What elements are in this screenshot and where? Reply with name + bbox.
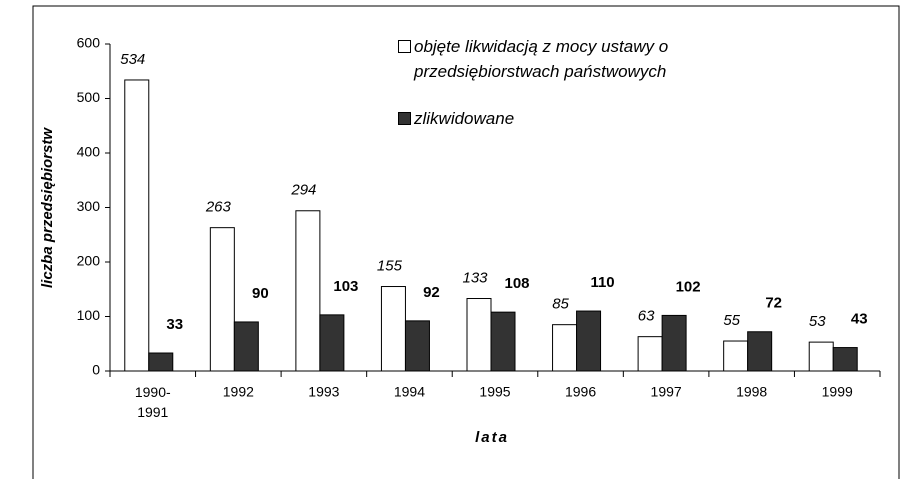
y-axis-label: liczba przedsiębiorstw	[39, 127, 56, 288]
value-label: 90	[252, 285, 269, 302]
x-tick-label: 1995	[479, 384, 510, 400]
value-label: 55	[723, 312, 740, 329]
legend-label: zlikwidowane	[414, 109, 515, 128]
y-tick-label: 400	[77, 144, 101, 160]
x-tick-label: 1990-1991	[135, 384, 171, 420]
bar	[209, 227, 235, 372]
y-tick-label: 300	[77, 198, 101, 214]
y-tick-label: 600	[77, 35, 101, 51]
legend-swatch	[398, 40, 411, 53]
bar	[319, 314, 345, 372]
bar	[404, 320, 430, 372]
bar	[124, 79, 150, 372]
x-tick-label: 1994	[394, 384, 425, 400]
x-tick-label: 1999	[822, 384, 853, 400]
value-label: 43	[851, 311, 868, 328]
frame	[32, 5, 900, 479]
value-label: 63	[638, 308, 655, 325]
value-label: 133	[462, 269, 488, 286]
value-label: 53	[809, 313, 826, 330]
bar	[295, 210, 321, 372]
y-tick-label: 100	[77, 307, 101, 323]
bar	[380, 286, 406, 372]
bar	[576, 310, 602, 372]
bar	[723, 340, 749, 372]
bar	[747, 331, 773, 372]
bar	[832, 347, 858, 372]
x-tick-label: 1993	[308, 384, 339, 400]
legend-item: objęte likwidacją z mocy ustawy o przeds…	[398, 34, 798, 84]
value-label: 102	[676, 278, 701, 295]
bar	[661, 314, 687, 372]
value-label: 85	[552, 296, 569, 313]
legend-swatch	[398, 112, 411, 125]
bar	[552, 324, 578, 372]
value-label: 294	[290, 182, 316, 199]
bar	[637, 336, 663, 372]
value-label: 72	[765, 295, 782, 312]
x-axis-label: lata	[475, 429, 509, 446]
value-label: 108	[504, 275, 529, 292]
value-label: 33	[166, 316, 183, 333]
legend-item: zlikwidowane	[398, 106, 798, 131]
value-label: 263	[205, 199, 232, 216]
x-tick-label: 1997	[651, 384, 682, 400]
legend: objęte likwidacją z mocy ustawy o przeds…	[398, 34, 798, 153]
bar	[466, 298, 492, 372]
y-tick-label: 500	[77, 89, 101, 105]
value-label: 92	[423, 284, 440, 301]
bar	[490, 311, 516, 372]
x-tick-label: 1998	[736, 384, 767, 400]
y-tick-label: 200	[77, 253, 101, 269]
value-label: 534	[120, 51, 145, 68]
legend-label: objęte likwidacją z mocy ustawy o przeds…	[414, 37, 669, 81]
bar	[808, 341, 834, 372]
x-tick-label: 1996	[565, 384, 596, 400]
bar	[233, 321, 259, 372]
value-label: 155	[377, 257, 403, 274]
value-label: 110	[590, 274, 614, 291]
y-tick-label: 0	[92, 362, 100, 378]
x-tick-label: 1992	[223, 384, 254, 400]
value-label: 103	[333, 278, 358, 295]
bar	[148, 352, 174, 372]
